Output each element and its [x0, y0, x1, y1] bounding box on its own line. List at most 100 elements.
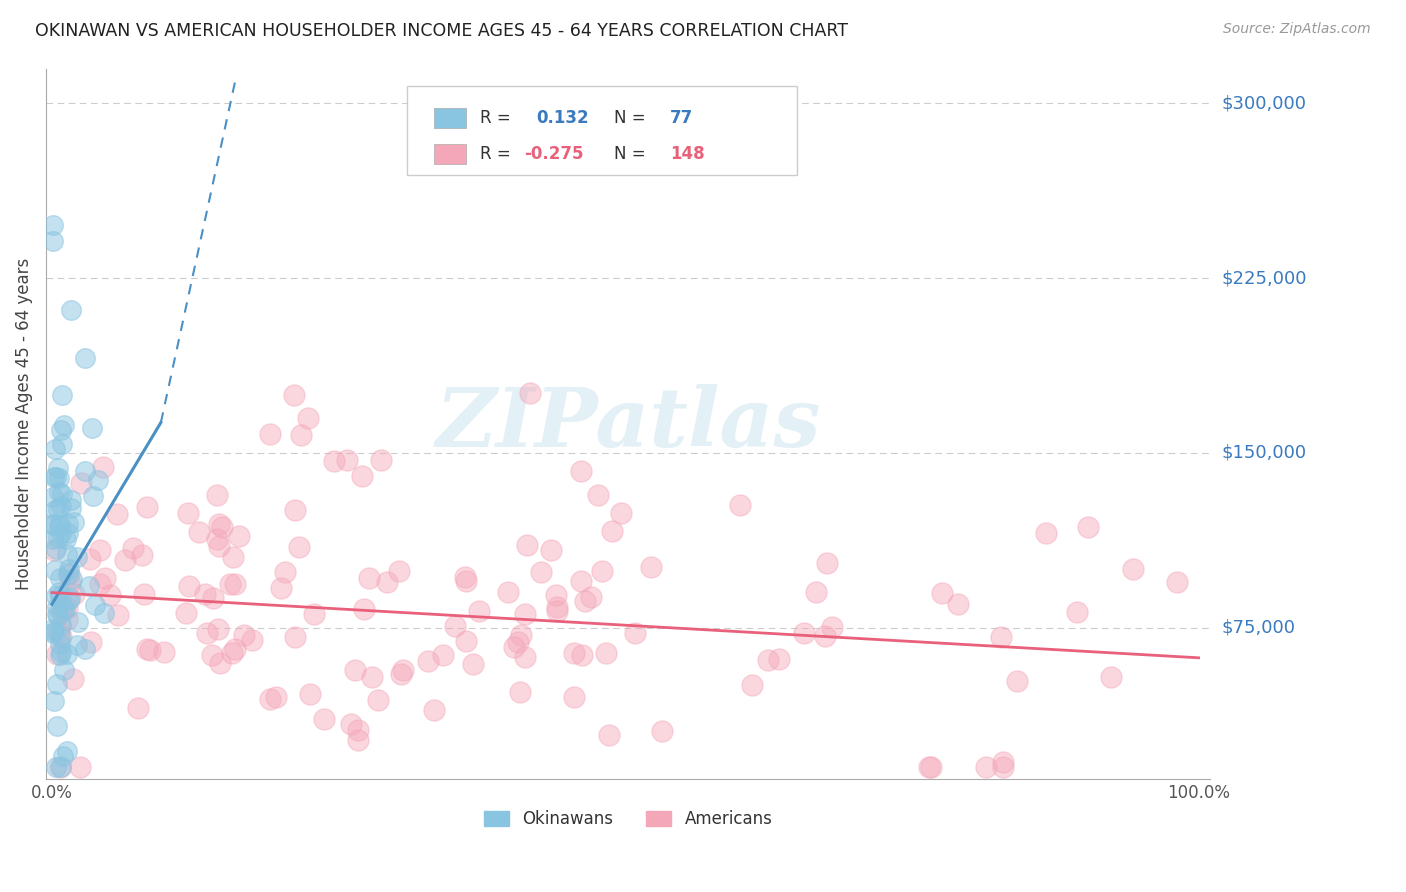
Point — [991, 755, 1014, 769]
Point — [48, 485, 70, 500]
Point — [51, 499, 73, 513]
Point — [444, 619, 467, 633]
Bar — [434, 109, 467, 128]
Point — [610, 506, 633, 520]
Point — [207, 622, 229, 636]
Point — [990, 630, 1012, 644]
Point — [600, 524, 623, 538]
Point — [42, 516, 65, 531]
Point — [63, 515, 86, 529]
Point — [304, 607, 326, 621]
Text: Source: ZipAtlas.com: Source: ZipAtlas.com — [1223, 22, 1371, 37]
Point — [651, 723, 673, 738]
Point — [208, 517, 231, 532]
Point — [344, 663, 367, 677]
Point — [392, 663, 415, 677]
Point — [598, 728, 620, 742]
Point — [569, 574, 592, 588]
Point — [56, 612, 79, 626]
Point — [284, 503, 307, 517]
Point — [94, 571, 117, 585]
Point — [546, 600, 568, 615]
Point — [562, 690, 585, 704]
Point — [42, 625, 65, 640]
Point — [121, 541, 143, 555]
Point — [201, 591, 224, 605]
Point — [595, 646, 617, 660]
Text: ZIPatlas: ZIPatlas — [436, 384, 821, 464]
Point — [42, 626, 65, 640]
Point — [56, 600, 79, 615]
Point — [546, 588, 568, 602]
Point — [45, 589, 67, 603]
Point — [503, 640, 526, 654]
Point — [58, 526, 80, 541]
Point — [571, 648, 593, 662]
Text: R =: R = — [481, 110, 516, 128]
Point — [340, 717, 363, 731]
Point — [58, 576, 80, 591]
Point — [55, 532, 77, 546]
Point — [388, 564, 411, 578]
Text: 148: 148 — [671, 145, 704, 162]
Point — [513, 650, 536, 665]
Text: 0.132: 0.132 — [536, 110, 589, 128]
Point — [62, 587, 84, 601]
Point — [1099, 669, 1122, 683]
Point — [454, 634, 477, 648]
Text: 77: 77 — [671, 110, 693, 128]
Point — [530, 565, 553, 579]
Point — [51, 423, 73, 437]
Point — [297, 410, 319, 425]
Point — [53, 418, 76, 433]
Point — [259, 427, 281, 442]
Point — [336, 452, 359, 467]
Point — [211, 520, 233, 534]
Point — [56, 567, 79, 582]
Point — [177, 506, 200, 520]
Point — [51, 487, 73, 501]
Point — [389, 667, 412, 681]
Point — [274, 566, 297, 580]
Point — [224, 576, 246, 591]
Point — [233, 628, 256, 642]
Point — [56, 647, 79, 661]
Point — [46, 676, 69, 690]
Point — [579, 590, 602, 604]
Point — [1122, 562, 1144, 576]
Point — [44, 502, 66, 516]
Point — [89, 542, 111, 557]
Text: $75,000: $75,000 — [1222, 618, 1295, 637]
Point — [49, 629, 72, 643]
Point — [48, 624, 70, 639]
Point — [152, 644, 174, 658]
Point — [42, 518, 65, 533]
Point — [51, 629, 73, 643]
Point — [377, 575, 399, 590]
Point — [208, 656, 231, 670]
Point — [49, 760, 72, 774]
Text: -0.275: -0.275 — [524, 145, 583, 162]
Point — [80, 635, 103, 649]
Point — [1166, 574, 1188, 589]
Point — [1035, 525, 1057, 540]
Point — [73, 351, 96, 365]
Point — [80, 421, 103, 435]
Point — [361, 670, 384, 684]
Point — [1005, 674, 1028, 689]
Point — [42, 218, 65, 232]
Point — [221, 646, 243, 660]
Point — [468, 604, 491, 618]
Point — [52, 748, 75, 763]
Point — [367, 692, 389, 706]
Point — [312, 712, 335, 726]
Point — [228, 529, 250, 543]
Point — [792, 626, 814, 640]
Point — [804, 585, 827, 599]
Point — [59, 591, 82, 605]
Point — [259, 692, 281, 706]
Point — [48, 648, 70, 663]
Point — [506, 635, 529, 649]
Point — [432, 648, 454, 662]
Point — [66, 615, 89, 629]
